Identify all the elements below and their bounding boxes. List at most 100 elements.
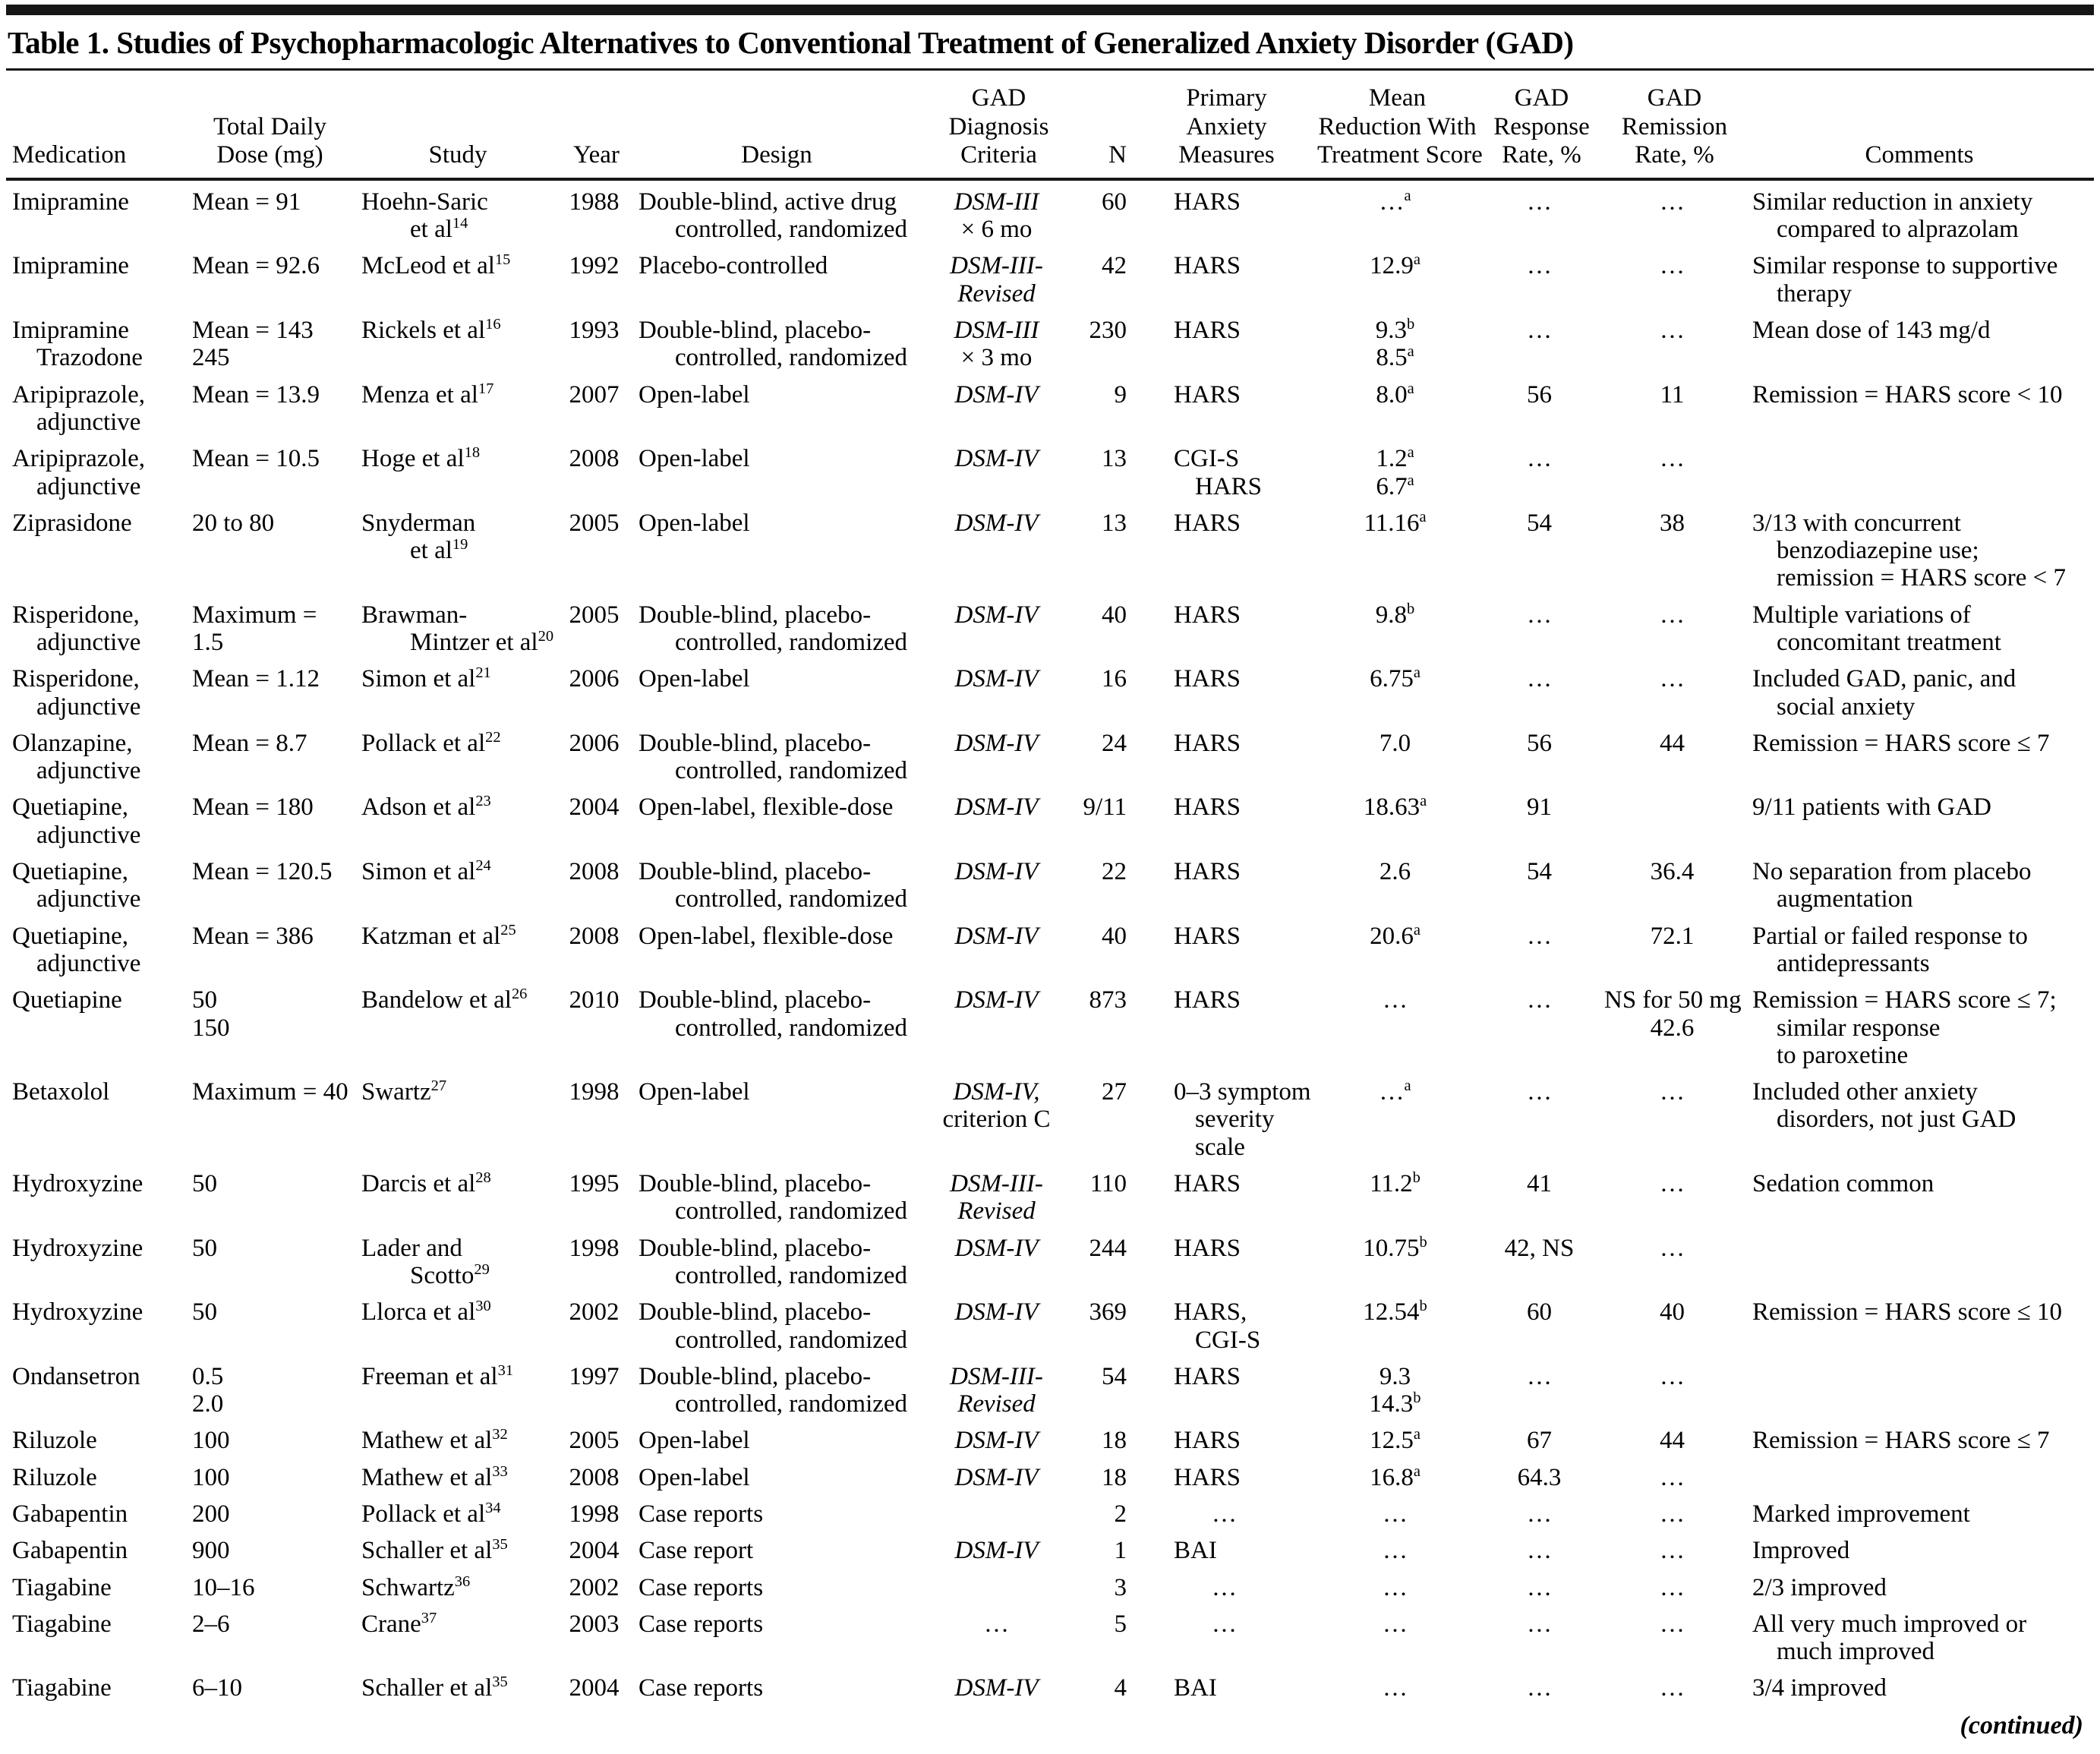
cell-primary_anxiety_measures: … xyxy=(1212,1610,1237,1638)
cell-gad_diagnosis_criteria: DSM-IV xyxy=(954,986,1039,1014)
cell-medication: Aripiprazole, adjunctive xyxy=(12,445,146,500)
cell-gad_response_rate: 64.3 xyxy=(1517,1463,1562,1491)
cell-total_daily_dose: Mean = 13.9 xyxy=(192,380,320,409)
cell-gad_response_rate: … xyxy=(1527,1078,1552,1106)
cell-primary_anxiety_measures: HARS xyxy=(1174,1234,1241,1262)
cell-mean_reduction_with_treatment_score: … xyxy=(1383,1500,1408,1528)
cell-design: Case reports xyxy=(639,1674,764,1702)
cell-mean_reduction_with_treatment_score: … xyxy=(1383,1573,1408,1601)
cell-study: Crane37 xyxy=(361,1609,437,1638)
col-header-mean_reduction_with_treatment_score: Mean Reduction With Treatment Score xyxy=(1316,71,1483,181)
cell-gad_remission_rate: … xyxy=(1660,1537,1685,1565)
table-row: Aripiprazole, adjunctive Mean = 13.9 Menza … xyxy=(6,378,2094,443)
table-row: Hydroxyzine 50 Darcis et al28 1995 Double-bl… xyxy=(6,1167,2094,1232)
table-row: Tiagabine 6–10 Schaller et al35 2004 Case re… xyxy=(6,1671,2094,1708)
cell-gad_remission_rate: … xyxy=(1660,1234,1685,1262)
cell-comments: Remission = HARS score ≤ 7 xyxy=(1752,729,2050,757)
cell-design: Open-label xyxy=(639,509,750,537)
cell-gad_diagnosis_criteria: DSM-IV xyxy=(954,601,1039,629)
cell-gad_remission_rate: … xyxy=(1660,445,1685,473)
cell-study: Schaller et al35 xyxy=(361,1536,508,1565)
cell-study: Mathew et al33 xyxy=(361,1462,508,1491)
cell-gad_remission_rate: … xyxy=(1660,1170,1685,1198)
cell-n: 9/11 xyxy=(1083,793,1127,822)
cell-gad_response_rate: … xyxy=(1527,1573,1552,1601)
table-row: Olanzapine, adjunctive Mean = 8.7 Pollack e… xyxy=(6,727,2094,791)
cell-design: Double-blind, placebo-controlled, random… xyxy=(639,986,908,1042)
cell-design: Case reports xyxy=(639,1610,764,1638)
cell-n: 4 xyxy=(1114,1674,1127,1702)
cell-study: Pollack et al22 xyxy=(361,728,501,757)
col-header-comments: Comments xyxy=(1745,71,2094,181)
cell-design: Double-blind, placebo-controlled, random… xyxy=(639,1362,908,1418)
cell-total_daily_dose: 2–6 xyxy=(192,1610,230,1638)
cell-comments: Remission = HARS score ≤ 10 xyxy=(1752,1298,2062,1327)
cell-total_daily_dose: 900 xyxy=(192,1537,230,1565)
cell-gad_response_rate: 54 xyxy=(1527,858,1552,886)
cell-n: 60 xyxy=(1102,188,1127,216)
cell-total_daily_dose: 50 xyxy=(192,1298,217,1327)
cell-primary_anxiety_measures: HARS xyxy=(1174,665,1241,693)
cell-design: Double-blind, placebo-controlled, random… xyxy=(639,317,908,372)
cell-medication: Tiagabine xyxy=(12,1610,112,1638)
cell-primary_anxiety_measures: BAI xyxy=(1174,1537,1217,1565)
cell-design: Double-blind, active drug controlled, ran… xyxy=(639,188,908,244)
cell-primary_anxiety_measures: HARS xyxy=(1174,188,1241,216)
cell-year: 1997 xyxy=(569,1362,620,1390)
cell-gad_diagnosis_criteria: DSM-III- Revised xyxy=(950,1170,1043,1226)
cell-study: Hoehn-Saric et al14 xyxy=(361,188,488,244)
cell-medication: Risperidone, adjunctive xyxy=(12,601,141,656)
cell-gad_diagnosis_criteria: DSM-IV xyxy=(954,1234,1039,1262)
cell-year: 2003 xyxy=(569,1610,620,1638)
cell-study: Schwartz36 xyxy=(361,1573,471,1601)
cell-gad_response_rate: … xyxy=(1527,188,1552,216)
cell-comments: All very much improved or much improved xyxy=(1752,1610,2027,1666)
cell-study: Llorca et al30 xyxy=(361,1298,491,1327)
cell-comments: Partial or failed response to antidepress… xyxy=(1752,922,2028,977)
cell-total_daily_dose: Mean = 143 245 xyxy=(192,317,314,372)
cell-n: 9 xyxy=(1114,380,1127,409)
cell-gad_remission_rate: 38 xyxy=(1660,509,1685,537)
cell-primary_anxiety_measures: HARS xyxy=(1174,793,1241,822)
table-title: Table 1. Studies of Psychopharmacologic … xyxy=(6,15,2094,71)
continued-note: (continued) xyxy=(1960,1711,2083,1740)
cell-total_daily_dose: Mean = 92.6 xyxy=(192,252,320,280)
cell-year: 2002 xyxy=(569,1298,620,1327)
table-row: Risperidone, adjunctive Mean = 1.12 Simon e… xyxy=(6,662,2094,727)
cell-mean_reduction_with_treatment_score: 11.16a xyxy=(1364,508,1427,537)
cell-n: 16 xyxy=(1102,665,1127,693)
cell-medication: Ziprasidone xyxy=(12,509,132,537)
cell-comments: Improved xyxy=(1752,1537,1850,1565)
cell-study: Snyderman et al19 xyxy=(361,509,476,565)
cell-gad_diagnosis_criteria: DSM-IV xyxy=(954,509,1039,537)
cell-n: 244 xyxy=(1089,1234,1127,1262)
cell-medication: Gabapentin xyxy=(12,1537,128,1565)
cell-year: 2005 xyxy=(569,509,620,537)
cell-total_daily_dose: 0.5 2.0 xyxy=(192,1362,224,1418)
cell-mean_reduction_with_treatment_score: … xyxy=(1383,1610,1408,1638)
cell-primary_anxiety_measures: HARS xyxy=(1174,858,1241,886)
cell-study: Rickels et al16 xyxy=(361,316,501,345)
cell-gad_remission_rate: 44 xyxy=(1660,729,1685,757)
cell-gad_diagnosis_criteria: DSM-IV xyxy=(954,922,1039,950)
table-row: Quetiapine, adjunctive Mean = 386 Katzman e… xyxy=(6,920,2094,984)
cell-gad_response_rate: … xyxy=(1527,601,1552,629)
cell-gad_response_rate: … xyxy=(1527,665,1552,693)
cell-gad_response_rate: 42, NS xyxy=(1504,1234,1575,1262)
header-row: Medication Total Daily Dose (mg) Study Year D… xyxy=(6,71,2094,181)
cell-total_daily_dose: 6–10 xyxy=(192,1674,242,1702)
cell-mean_reduction_with_treatment_score: 9.3 14.3b xyxy=(1369,1362,1421,1418)
col-header-design: Design xyxy=(632,71,921,181)
cell-primary_anxiety_measures: HARS xyxy=(1174,1362,1241,1390)
cell-medication: Quetiapine, adjunctive xyxy=(12,793,141,849)
cell-mean_reduction_with_treatment_score: … xyxy=(1383,1674,1408,1702)
cell-study: Adson et al23 xyxy=(361,793,491,822)
cell-year: 1998 xyxy=(569,1234,620,1262)
cell-comments: Marked improvement xyxy=(1752,1500,1970,1528)
cell-gad_remission_rate: … xyxy=(1660,252,1685,280)
cell-design: Open-label, flexible-dose xyxy=(639,922,894,950)
cell-medication: Quetiapine, adjunctive xyxy=(12,922,141,977)
studies-table: Medication Total Daily Dose (mg) Study Year D… xyxy=(6,71,2094,1708)
cell-n: 873 xyxy=(1089,986,1127,1014)
col-header-primary_anxiety_measures: Primary Anxiety Measures xyxy=(1137,71,1316,181)
